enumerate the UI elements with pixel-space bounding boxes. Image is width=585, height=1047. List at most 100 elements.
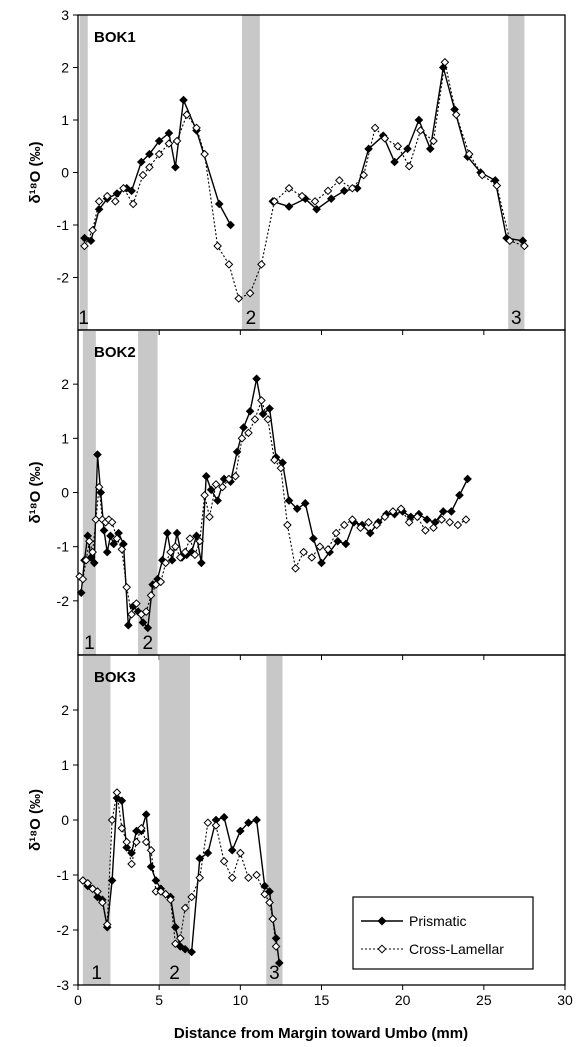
cross-lamellar-point — [335, 176, 344, 185]
cross-lamellar-point — [112, 788, 122, 797]
cross-lamellar-point — [505, 236, 515, 246]
cross-lamellar-point — [315, 542, 325, 551]
cross-lamellar-point — [416, 126, 425, 135]
y-axis-title: δ¹⁸O (‰) — [27, 461, 44, 523]
cross-lamellar-point — [271, 942, 281, 951]
cross-lamellar-point — [331, 528, 341, 538]
cross-lamellar-point — [227, 873, 237, 883]
prismatic-point — [309, 534, 318, 543]
cross-lamellar-point — [445, 517, 455, 527]
cross-lamellar-point — [203, 818, 213, 828]
cross-lamellar-point — [175, 933, 185, 943]
prismatic-point — [203, 848, 213, 858]
prismatic-point — [232, 447, 242, 457]
prismatic-point — [438, 507, 448, 516]
cross-lamellar-point — [348, 515, 357, 524]
cross-lamellar-point — [429, 136, 438, 146]
prismatic-point — [274, 958, 284, 968]
cross-lamellar-point — [182, 110, 192, 120]
prismatic-line — [272, 67, 523, 242]
cross-lamellar-point — [164, 139, 174, 148]
cross-lamellar-point — [260, 889, 269, 899]
cross-lamellar-point — [166, 895, 175, 905]
prismatic-point — [252, 374, 261, 384]
cross-lamellar-point — [310, 197, 320, 206]
prismatic-point — [122, 843, 132, 852]
cross-lamellar-point — [83, 878, 93, 888]
cross-lamellar-point — [244, 873, 253, 883]
cross-lamellar-point — [102, 920, 112, 929]
x-tick-label: 5 — [155, 992, 163, 1008]
cross-lamellar-point — [161, 889, 170, 899]
cross-lamellar-point — [102, 191, 112, 201]
cross-lamellar-point — [440, 57, 450, 67]
prismatic-point — [197, 558, 206, 568]
prismatic-point — [172, 528, 182, 538]
cross-lamellar-point — [91, 515, 101, 524]
cross-lamellar-point — [132, 837, 141, 847]
prismatic-point — [99, 526, 109, 535]
cross-lamellar-point — [93, 887, 102, 896]
prismatic-point — [284, 496, 294, 505]
prismatic-point — [390, 157, 399, 167]
cross-lamellar-point — [339, 520, 349, 530]
prismatic-point — [226, 220, 235, 230]
cross-lamellar-point — [80, 241, 89, 251]
cross-lamellar-point — [237, 434, 247, 443]
prismatic-point — [455, 490, 464, 500]
cross-lamellar-point — [195, 873, 205, 883]
y-tick-label: 2 — [61, 60, 69, 76]
cross-lamellar-point — [283, 520, 292, 530]
cross-lamellar-point — [393, 141, 403, 151]
x-tick-label: 25 — [476, 992, 492, 1008]
x-tick-label: 30 — [557, 992, 573, 1008]
cross-lamellar-point — [323, 545, 333, 554]
band-label: 3 — [511, 308, 522, 329]
prismatic-point — [227, 845, 237, 855]
prismatic-point — [284, 202, 294, 211]
band-1 — [82, 655, 111, 985]
cross-lamellar-point — [94, 482, 104, 492]
prismatic-point — [112, 189, 122, 198]
prismatic-point — [124, 620, 133, 630]
cross-lamellar-point — [461, 515, 471, 524]
cross-lamellar-point — [234, 294, 244, 303]
cross-lamellar-point — [380, 512, 390, 522]
panel-title: BOK2 — [94, 344, 136, 361]
cross-lamellar-point — [187, 892, 196, 902]
cross-lamellar-point — [372, 520, 382, 530]
prismatic-point — [403, 144, 412, 154]
cross-lamellar-point — [78, 574, 88, 584]
cross-lamellar-point — [111, 197, 120, 206]
panel-frame — [77, 14, 566, 331]
band-2 — [138, 330, 158, 655]
band-1 — [82, 330, 96, 655]
y-tick-label: -1 — [57, 867, 70, 883]
legend-prismatic-marker — [377, 916, 387, 926]
cross-lamellar-point — [388, 507, 398, 516]
cross-lamellar-point — [88, 225, 97, 235]
prismatic-point — [109, 539, 119, 549]
prismatic-point — [252, 815, 261, 825]
panel-bok1: 1 2 3 3 2 1 0 -1 -2 δ¹⁸O (‰) BOK1 — [27, 7, 566, 335]
cross-lamellar-point — [146, 845, 156, 855]
cross-lamellar-point — [364, 517, 373, 527]
cross-lamellar-point — [81, 555, 91, 565]
cross-lamellar-point — [250, 415, 260, 424]
cross-lamellar-point — [180, 903, 190, 913]
prismatic-point — [219, 812, 229, 822]
prismatic-point — [138, 618, 148, 627]
legend: Prismatic Cross-Lamellar — [352, 896, 534, 970]
prismatic-line — [84, 97, 232, 242]
prismatic-point — [265, 887, 274, 896]
band-label: 1 — [84, 633, 95, 654]
y-tick-label: -2 — [57, 593, 70, 609]
band-label: 1 — [78, 308, 89, 329]
prismatic-point — [167, 555, 177, 565]
prismatic-point — [414, 115, 424, 125]
cross-lamellar-point — [117, 823, 127, 833]
prismatic-point — [244, 818, 253, 828]
band-label: 2 — [169, 963, 180, 984]
cross-lamellar-point — [464, 149, 474, 159]
